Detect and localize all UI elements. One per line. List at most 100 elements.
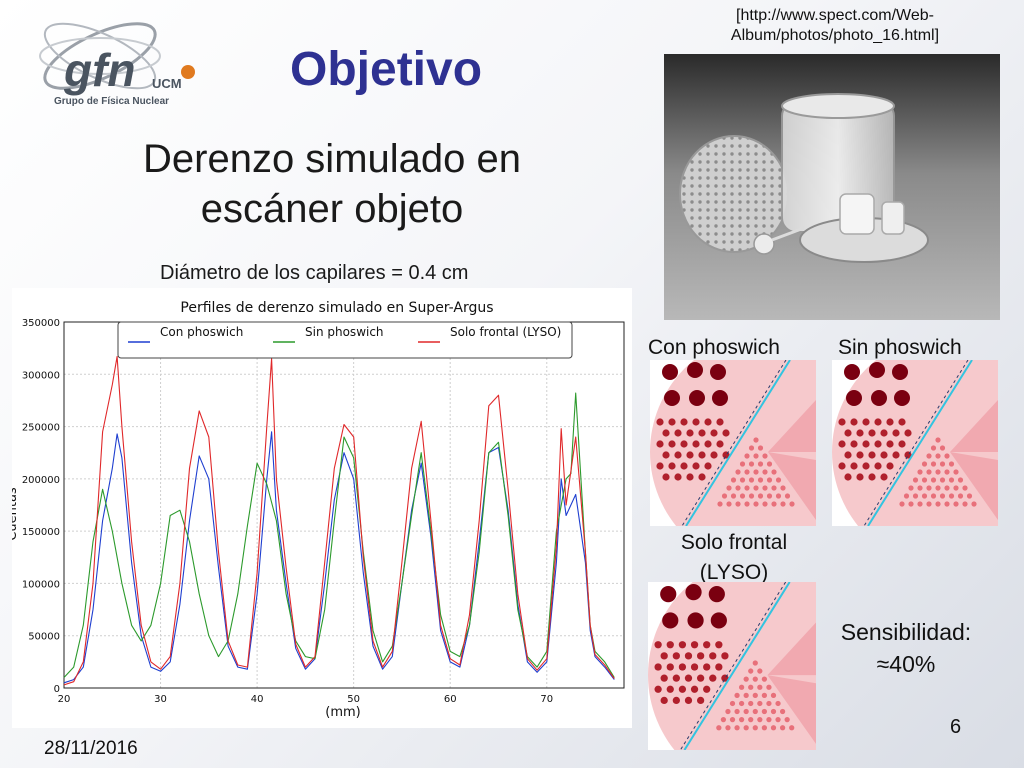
rod-small [752, 660, 758, 666]
rod-small [757, 461, 764, 467]
rod-medium [838, 418, 846, 426]
rod-small [757, 684, 763, 690]
rod-small [757, 700, 763, 707]
profile-line [867, 360, 973, 526]
rod-small [948, 461, 955, 467]
rod-small [757, 445, 764, 451]
rod-small [734, 725, 740, 731]
rod-small [735, 485, 741, 491]
rod-medium [684, 674, 693, 682]
rod-small [953, 501, 959, 507]
rod-medium [692, 462, 700, 470]
rod-medium [662, 473, 670, 481]
rod-small [926, 501, 932, 507]
derenzo-phantom-disk [650, 360, 816, 526]
y-tick-label: 150000 [22, 527, 60, 538]
series-line-2 [63, 392, 615, 678]
rod-small [730, 493, 737, 499]
rod-small [948, 493, 955, 499]
rod-medium [666, 663, 674, 671]
caption-solo-line-1: Solo frontal [680, 531, 788, 554]
rod-medium [672, 696, 680, 705]
rod-small [738, 684, 745, 690]
rod-small [753, 437, 759, 443]
subtitle-line-1: Derenzo simulado en [143, 137, 521, 181]
rod-small [926, 453, 932, 459]
rod-medium [703, 641, 711, 649]
rod-small [770, 725, 777, 731]
rod-small [766, 700, 772, 707]
rod-small [748, 684, 754, 690]
rod-small [753, 469, 759, 475]
rod-small [743, 725, 749, 731]
rod-medium [662, 451, 670, 459]
rod-medium [838, 440, 846, 448]
rod-medium [868, 451, 876, 459]
rod-medium [710, 451, 718, 459]
rod-small [944, 469, 950, 475]
rod-medium [698, 473, 706, 481]
rod-large [710, 364, 726, 380]
rod-medium [692, 440, 700, 448]
rod-medium [696, 696, 705, 705]
rod-small [761, 676, 768, 682]
chart-y-ticks: 0 50000 100000 150000 200000 250000 300000 3500… [22, 318, 60, 695]
rod-small [962, 485, 968, 491]
rod-small [930, 477, 937, 483]
rod-medium [668, 418, 676, 426]
rod-small [780, 501, 786, 507]
rod-medium [856, 429, 864, 437]
rod-small [726, 485, 732, 491]
rod-small [743, 692, 749, 698]
rod-medium [868, 429, 876, 437]
chart-y-label: Cuentas [12, 487, 20, 541]
rod-small [757, 477, 764, 483]
rod-medium [678, 641, 687, 649]
rod-small [752, 708, 758, 715]
rod-small [762, 453, 768, 459]
rod-small [770, 692, 777, 698]
profile-line [685, 360, 791, 526]
rod-medium [862, 440, 870, 448]
sensitivity-value: ≈40% [876, 651, 936, 677]
rod-medium [862, 462, 870, 470]
rod-medium [704, 418, 712, 426]
y-tick-label: 350000 [22, 318, 60, 329]
rod-small [939, 493, 946, 499]
rod-small [780, 485, 786, 491]
rod-small [935, 437, 941, 443]
rod-small [752, 676, 758, 682]
rod-small [953, 469, 959, 475]
rod-medium [696, 652, 705, 660]
y-tick-label: 200000 [22, 475, 60, 486]
caption-solo-line-2: (LYSO) [699, 561, 769, 584]
rod-medium [856, 473, 864, 481]
sector-wedge [950, 452, 998, 520]
rod-small [766, 477, 773, 483]
rod-small [766, 461, 773, 467]
rod-small [752, 725, 758, 731]
rod-medium [850, 440, 858, 448]
rod-small [775, 477, 782, 483]
rod-small [939, 477, 946, 483]
rod-small [935, 485, 941, 491]
rod-small [921, 461, 928, 467]
rod-small [770, 708, 777, 715]
rod-small [766, 717, 772, 723]
rod-medium [662, 429, 670, 437]
rod-small [784, 493, 791, 499]
rod-small [912, 493, 919, 499]
rod-medium [710, 429, 718, 437]
rod-small [725, 725, 731, 731]
caption-con-phoswich: Con phoswich [648, 336, 780, 359]
rod-medium [844, 451, 852, 459]
rod-medium [698, 451, 706, 459]
rod-large [662, 364, 678, 380]
rod-medium [722, 429, 730, 437]
rod-small [744, 485, 750, 491]
rod-small [748, 668, 754, 674]
rod-small [761, 692, 768, 698]
rod-medium [684, 696, 693, 705]
rod-medium [874, 440, 882, 448]
rod-small [939, 461, 946, 467]
